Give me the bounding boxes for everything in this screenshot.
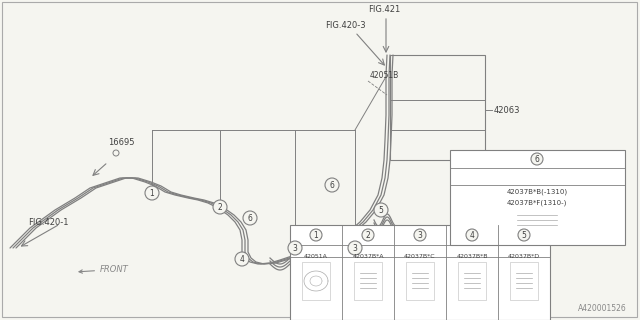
Text: 5: 5	[522, 230, 527, 239]
Text: 6: 6	[330, 180, 335, 189]
Bar	[290, 225, 550, 320]
Circle shape	[414, 229, 426, 241]
Bar	[406, 262, 434, 300]
Text: 3: 3	[353, 244, 357, 252]
Bar	[354, 262, 382, 300]
Bar	[510, 262, 538, 300]
Circle shape	[213, 200, 227, 214]
Text: 42063: 42063	[494, 106, 520, 115]
Text: 6: 6	[534, 155, 540, 164]
Circle shape	[466, 229, 478, 241]
Circle shape	[518, 229, 530, 241]
Text: 42037B*C: 42037B*C	[404, 253, 436, 259]
Circle shape	[362, 229, 374, 241]
Text: 42037B*B(-1310): 42037B*B(-1310)	[506, 189, 568, 195]
Text: 42051A: 42051A	[304, 253, 328, 259]
Text: 2: 2	[218, 203, 222, 212]
Text: 1: 1	[314, 230, 318, 239]
Text: FIG.420-1: FIG.420-1	[28, 218, 68, 227]
Text: 42051B: 42051B	[370, 71, 399, 80]
Text: 42037B*B: 42037B*B	[456, 253, 488, 259]
Text: 4: 4	[470, 230, 474, 239]
Circle shape	[310, 229, 322, 241]
Bar	[450, 150, 625, 245]
Circle shape	[325, 178, 339, 192]
Circle shape	[531, 153, 543, 165]
Text: A420001526: A420001526	[579, 304, 627, 313]
Circle shape	[288, 241, 302, 255]
Bar	[390, 55, 485, 160]
Bar	[302, 262, 330, 300]
Bar	[458, 262, 486, 300]
Text: 42037B*A: 42037B*A	[352, 253, 384, 259]
Text: 5: 5	[379, 205, 383, 214]
Text: 42037B*D: 42037B*D	[508, 253, 540, 259]
Text: 3: 3	[292, 244, 298, 252]
Circle shape	[374, 203, 388, 217]
Text: 16695: 16695	[108, 138, 134, 147]
Text: 3: 3	[417, 230, 422, 239]
Text: 1: 1	[150, 188, 154, 197]
Text: 6: 6	[248, 213, 252, 222]
Circle shape	[235, 252, 249, 266]
Circle shape	[145, 186, 159, 200]
Text: 4: 4	[239, 254, 244, 263]
Text: 42037B*F(1310-): 42037B*F(1310-)	[507, 200, 567, 206]
Circle shape	[243, 211, 257, 225]
Text: FRONT: FRONT	[79, 265, 129, 274]
Text: FIG.421: FIG.421	[368, 5, 400, 14]
Circle shape	[348, 241, 362, 255]
Text: FIG.420-3: FIG.420-3	[325, 21, 365, 30]
Text: 2: 2	[365, 230, 371, 239]
